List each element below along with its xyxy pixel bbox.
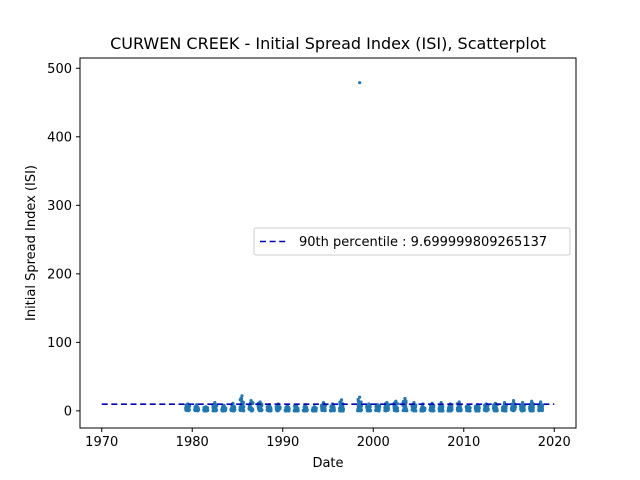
data-point — [414, 409, 418, 413]
data-point — [504, 406, 508, 410]
data-point — [468, 409, 472, 413]
data-point — [359, 400, 363, 404]
data-point — [359, 408, 363, 412]
data-point — [404, 400, 408, 404]
data-point — [468, 406, 472, 410]
data-point — [251, 401, 255, 405]
data-point — [359, 404, 364, 408]
data-point — [287, 407, 291, 411]
data-point — [405, 408, 409, 413]
data-point — [269, 409, 273, 413]
y-tick-label: 500 — [47, 62, 72, 77]
legend-label: 90th percentile : 9.699999809265137 — [299, 235, 547, 250]
data-point — [323, 408, 327, 413]
plot-frame — [79, 57, 577, 429]
data-point — [260, 408, 264, 412]
data-point — [450, 407, 454, 412]
data-point — [241, 400, 246, 405]
data-point — [441, 405, 445, 409]
data-point — [242, 408, 246, 412]
data-point — [504, 409, 508, 413]
data-point — [305, 408, 309, 412]
data-point — [394, 399, 398, 403]
data-point — [251, 408, 255, 412]
data-point — [341, 407, 345, 411]
x-tick-label: 2010 — [447, 435, 480, 450]
data-point — [339, 398, 344, 402]
chart-title: CURWEN CREEK - Initial Spread Index (ISI… — [110, 34, 546, 53]
y-tick-label: 300 — [47, 199, 72, 214]
data-point — [387, 403, 391, 407]
data-point — [368, 405, 372, 409]
x-tick-label: 1990 — [266, 435, 299, 450]
x-tick-label: 2000 — [357, 435, 390, 450]
x-tick-label: 1980 — [176, 435, 209, 450]
data-point — [240, 394, 244, 398]
data-point — [377, 405, 382, 409]
y-axis-label: Initial Spread Index (ISI) — [24, 165, 39, 321]
data-point — [368, 408, 373, 413]
data-point — [403, 396, 407, 401]
y-tick-label: 100 — [47, 336, 72, 351]
legend: 90th percentile : 9.699999809265137 — [253, 227, 571, 256]
data-point — [314, 406, 318, 410]
data-point — [214, 408, 219, 412]
data-point — [239, 396, 244, 401]
data-point — [206, 408, 210, 412]
data-point — [450, 404, 454, 409]
data-point-outlier — [358, 81, 362, 85]
data-point — [432, 409, 436, 413]
data-point — [457, 400, 461, 404]
data-point — [278, 405, 282, 410]
data-point — [332, 408, 336, 412]
data-point — [358, 395, 362, 399]
data-point — [386, 407, 391, 411]
data-point — [395, 402, 400, 406]
data-point — [513, 405, 517, 409]
data-point — [540, 404, 545, 408]
data-point — [539, 400, 543, 404]
data-point — [233, 408, 237, 412]
y-tick-label: 0 — [64, 404, 72, 419]
x-axis-label: Date — [312, 456, 343, 471]
data-point — [215, 404, 219, 408]
x-tick-label: 1970 — [85, 435, 118, 450]
x-axis: 1970 1980 1990 2000 2010 2020 — [85, 428, 571, 450]
data-point — [395, 406, 400, 410]
data-point — [187, 404, 192, 408]
x-tick-label: 2020 — [538, 435, 571, 450]
data-point — [187, 408, 191, 412]
data-point — [296, 409, 300, 413]
data-point — [486, 404, 490, 408]
y-axis: 0 100 200 300 400 500 — [47, 62, 80, 419]
data-point — [196, 408, 201, 412]
data-point — [233, 405, 237, 409]
data-point — [495, 408, 499, 412]
data-point — [477, 409, 481, 413]
data-point — [242, 405, 246, 409]
data-point — [296, 406, 300, 411]
data-point — [477, 406, 481, 410]
data-point — [459, 408, 463, 412]
data-point — [540, 407, 544, 411]
data-point — [423, 407, 427, 411]
data-point — [486, 408, 490, 412]
data-point — [531, 409, 535, 413]
data-point — [224, 406, 228, 410]
legend-box — [253, 227, 571, 256]
data-point — [522, 408, 526, 413]
y-tick-label: 200 — [47, 267, 72, 282]
y-tick-label: 400 — [47, 130, 72, 145]
data-point — [441, 409, 445, 413]
data-point — [396, 409, 400, 413]
data-point — [531, 406, 535, 410]
